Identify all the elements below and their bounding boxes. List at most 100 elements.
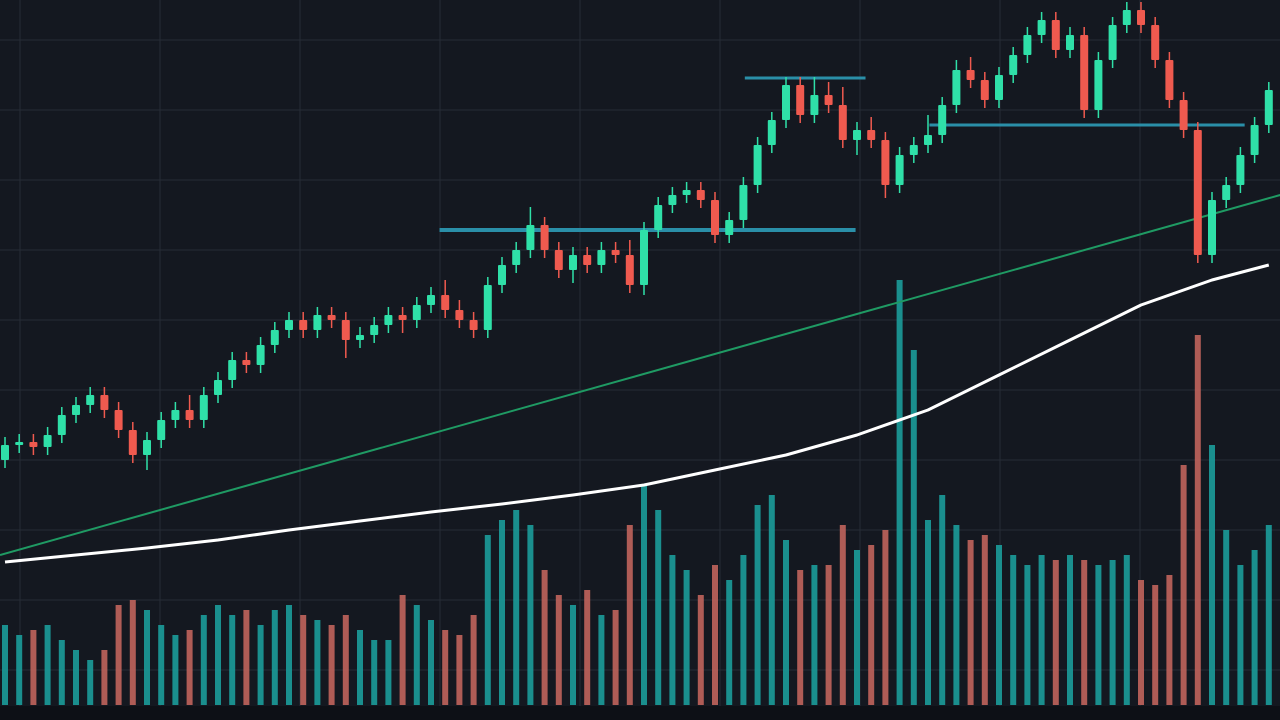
volume-bar bbox=[655, 510, 662, 705]
candle-body bbox=[725, 220, 734, 235]
candle-body bbox=[1208, 200, 1216, 255]
volume-bar bbox=[797, 570, 804, 705]
volume-bar bbox=[697, 595, 704, 705]
volume-bar bbox=[996, 545, 1002, 705]
volume-bar bbox=[1123, 555, 1130, 705]
candle-body bbox=[15, 442, 24, 445]
candle-body bbox=[242, 360, 251, 365]
candle-body bbox=[1023, 35, 1032, 55]
volume-bar bbox=[1209, 445, 1215, 705]
candle-body bbox=[384, 315, 393, 325]
candle-body bbox=[540, 225, 549, 250]
candle-body bbox=[796, 85, 805, 115]
volume-bar bbox=[30, 630, 37, 705]
volume-bar bbox=[229, 615, 236, 705]
candle-body bbox=[185, 410, 194, 420]
trend-line bbox=[0, 194, 1280, 556]
volume-bar bbox=[570, 605, 576, 705]
candle-body bbox=[682, 190, 691, 195]
volume-bar bbox=[2, 625, 8, 705]
candle-body bbox=[1080, 35, 1089, 110]
candle-body bbox=[625, 255, 634, 285]
volume-bar bbox=[541, 570, 548, 705]
candle-body bbox=[1094, 60, 1103, 110]
volume-bar bbox=[215, 605, 221, 705]
candle-body bbox=[640, 230, 648, 285]
candle-body bbox=[341, 320, 350, 340]
candle-body bbox=[526, 225, 535, 250]
candle-body bbox=[427, 295, 435, 305]
volume-bar bbox=[939, 495, 946, 705]
candle-body bbox=[569, 255, 577, 270]
volume-bar bbox=[854, 550, 860, 705]
volume-bar bbox=[470, 615, 477, 705]
volume-bar bbox=[399, 595, 406, 705]
volume-bar bbox=[882, 530, 889, 705]
volume-bar bbox=[73, 650, 79, 705]
candle-body bbox=[938, 105, 947, 135]
volume-bar bbox=[257, 625, 264, 705]
volume-bar bbox=[1138, 580, 1144, 705]
volume-bar bbox=[16, 635, 23, 705]
volume-bar bbox=[981, 535, 988, 705]
candle-body bbox=[270, 330, 279, 345]
volume-bar bbox=[683, 570, 690, 705]
volume-bar bbox=[115, 605, 122, 705]
candle-body bbox=[1236, 155, 1245, 185]
candle-body bbox=[57, 415, 66, 435]
candle-body bbox=[398, 315, 407, 320]
candle-body bbox=[100, 395, 109, 410]
candle-body bbox=[995, 75, 1003, 100]
candle-body bbox=[1222, 185, 1231, 200]
candle-body bbox=[171, 410, 180, 420]
candle-body bbox=[881, 140, 890, 185]
volume-bar bbox=[811, 565, 818, 705]
candle-body bbox=[498, 265, 506, 285]
candle-body bbox=[696, 190, 705, 200]
candle-body bbox=[966, 70, 975, 80]
candle-body bbox=[228, 360, 237, 380]
candle-body bbox=[810, 95, 819, 115]
volume-bar bbox=[1067, 555, 1073, 705]
volume-bar bbox=[1194, 335, 1201, 705]
volume-bar bbox=[953, 525, 960, 705]
volume-bar bbox=[456, 635, 463, 705]
volume-bar bbox=[584, 590, 591, 705]
candle-body bbox=[356, 335, 364, 340]
volume-bar bbox=[129, 600, 136, 705]
candle-body bbox=[895, 155, 904, 185]
volume-bar bbox=[1081, 560, 1088, 705]
candle-body bbox=[1122, 10, 1131, 25]
candle-body bbox=[980, 80, 989, 100]
volume-bar bbox=[1152, 585, 1159, 705]
volume-bar bbox=[1166, 575, 1173, 705]
volume-bar bbox=[555, 595, 562, 705]
candle-body bbox=[313, 315, 322, 330]
volume-bar bbox=[598, 615, 605, 705]
volume-bar bbox=[1180, 465, 1187, 705]
candle-body bbox=[483, 285, 492, 330]
volume-bar bbox=[1251, 550, 1258, 705]
candle-body bbox=[654, 205, 663, 230]
volume-bar bbox=[499, 520, 505, 705]
volume-bar bbox=[300, 615, 307, 705]
candle-body bbox=[455, 310, 464, 320]
candle-body bbox=[739, 185, 748, 220]
candle-body bbox=[214, 380, 222, 395]
volume-bar bbox=[44, 625, 51, 705]
volume-bar bbox=[669, 555, 676, 705]
volume-bar bbox=[839, 525, 846, 705]
candle-body bbox=[1037, 20, 1046, 35]
candle-body bbox=[782, 85, 790, 120]
candle-body bbox=[29, 442, 38, 447]
candle-body bbox=[924, 135, 932, 145]
candle-body bbox=[611, 250, 620, 255]
volume-bar bbox=[200, 615, 207, 705]
candle-body bbox=[199, 395, 208, 420]
volume-bar bbox=[58, 640, 65, 705]
candle-body bbox=[370, 325, 379, 335]
volume-bar bbox=[1024, 565, 1031, 705]
volume-bar bbox=[910, 350, 917, 705]
volume-bar bbox=[754, 505, 761, 705]
